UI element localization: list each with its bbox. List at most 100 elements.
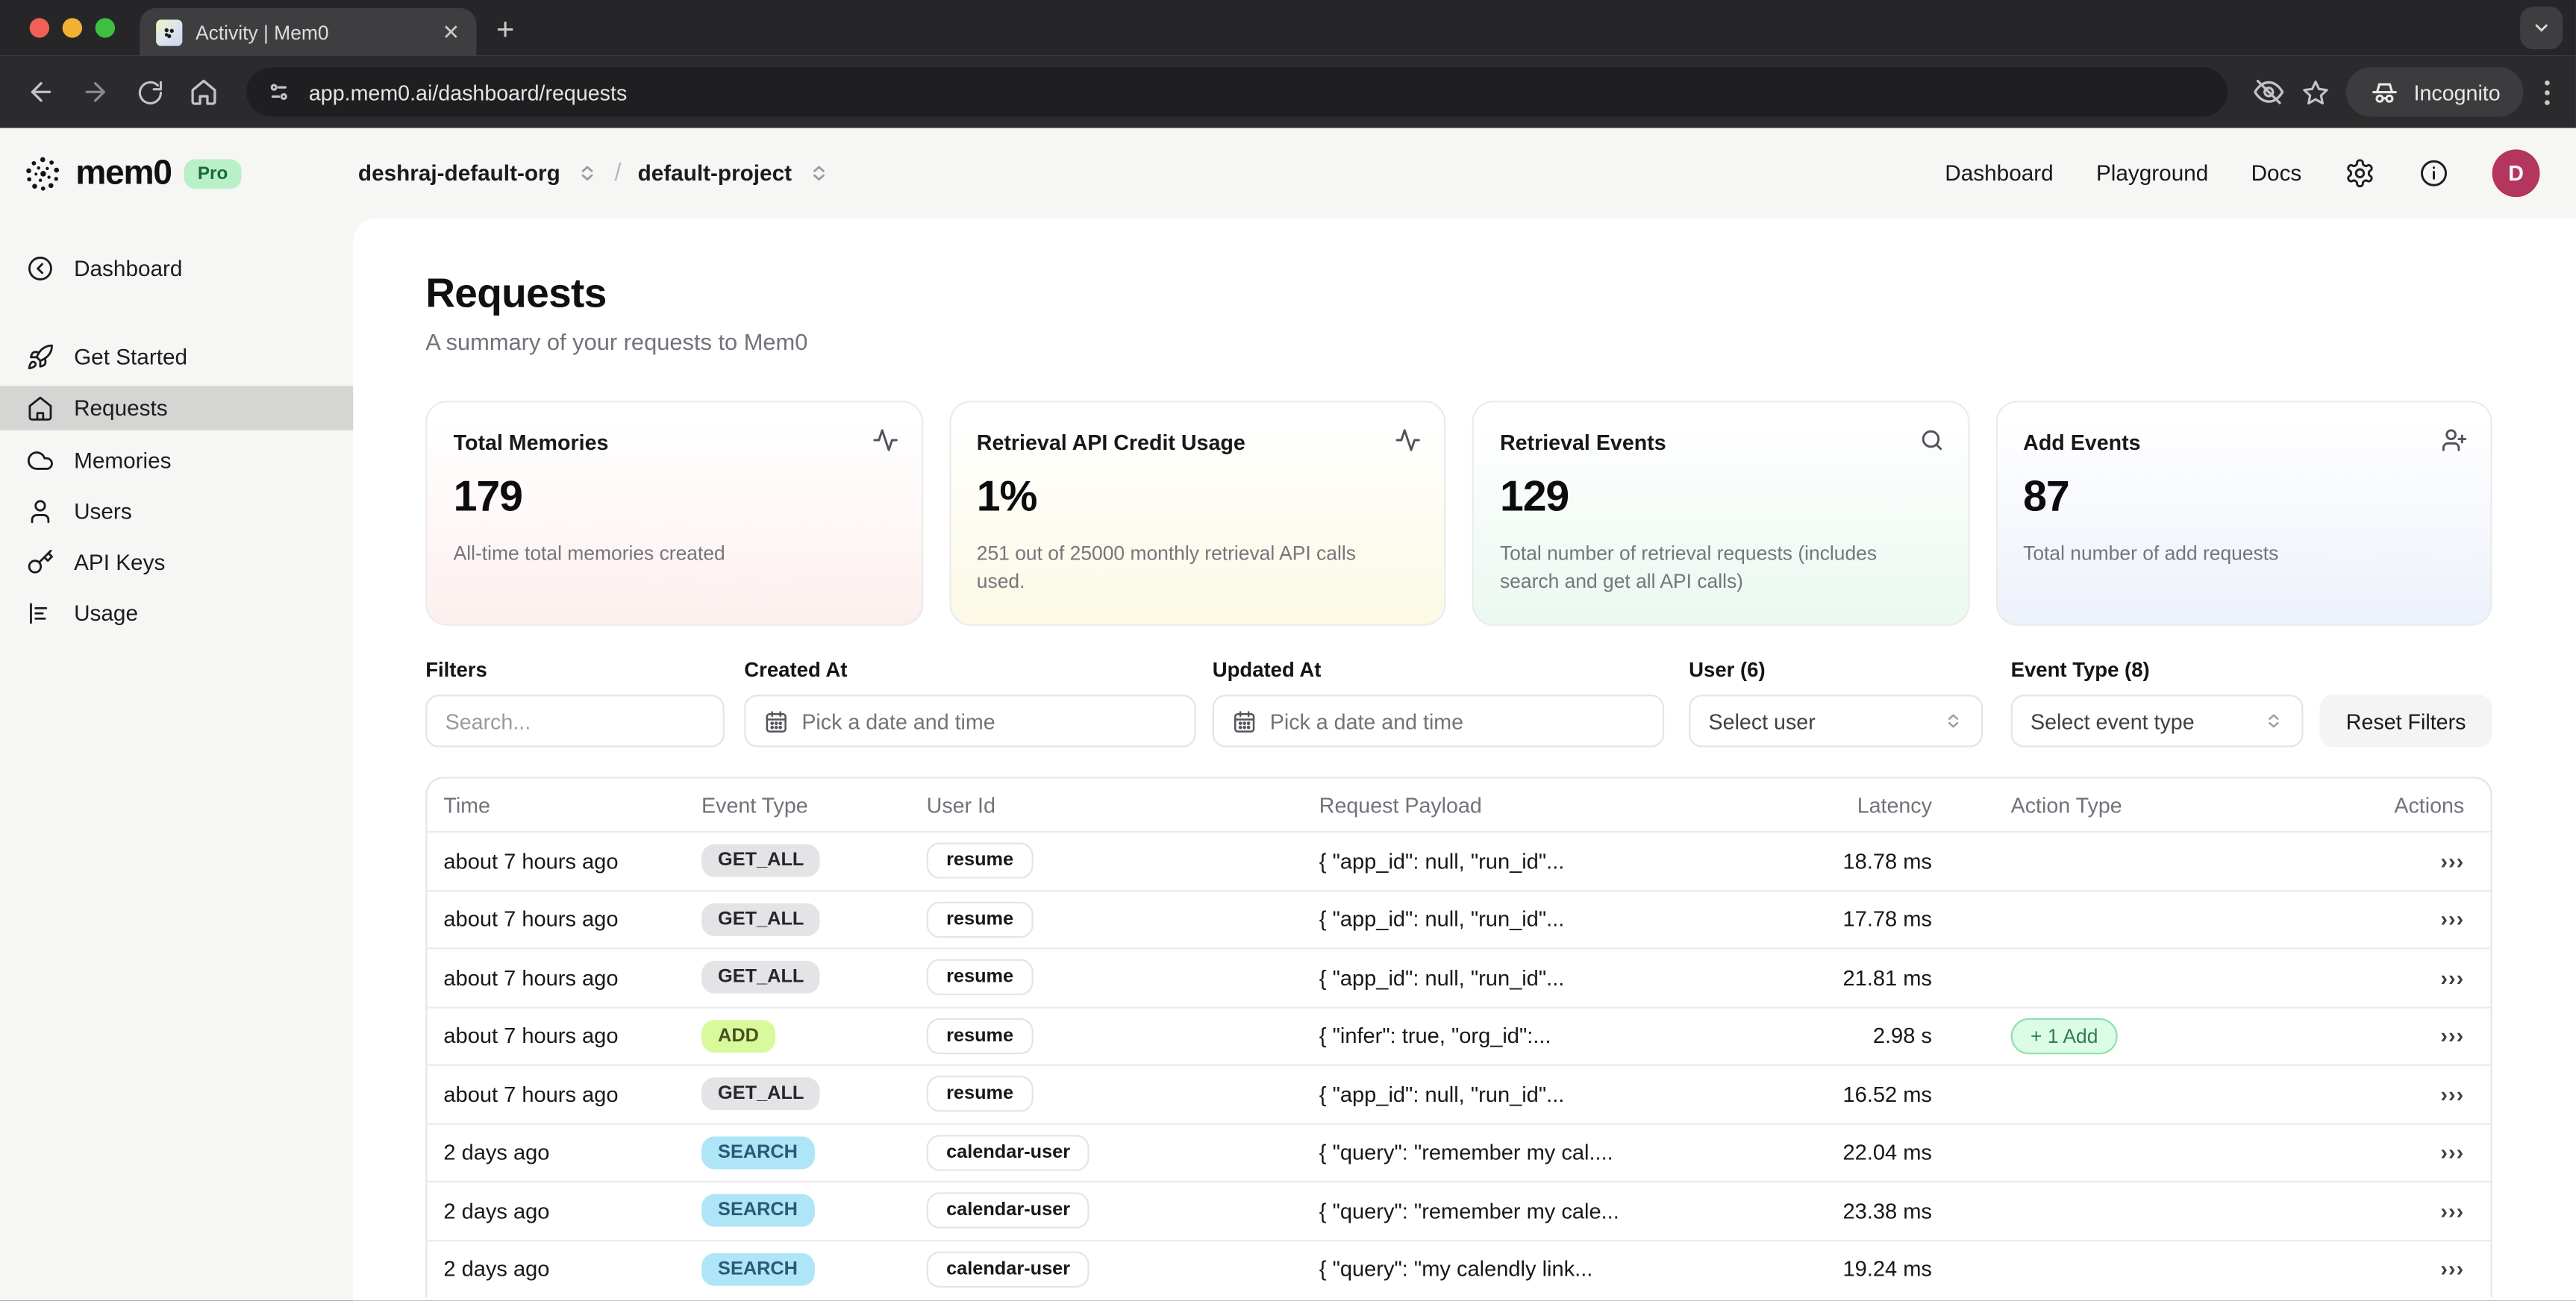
tab-close-icon[interactable]: ✕: [442, 19, 460, 45]
activity-icon: [872, 429, 897, 451]
row-more-actions-button[interactable]: ›››: [2440, 1256, 2465, 1282]
eye-off-icon[interactable]: [2253, 75, 2286, 108]
event-type-badge: SEARCH: [701, 1194, 814, 1228]
tab-search-button[interactable]: [2520, 6, 2563, 50]
stat-title: Add Events: [2023, 430, 2141, 455]
bookmark-star-icon[interactable]: [2301, 76, 2332, 107]
search-input[interactable]: [445, 708, 705, 733]
event-type-filter-label: Event Type (8): [2010, 658, 2150, 682]
row-more-actions-button[interactable]: ›››: [2440, 1198, 2465, 1223]
chevrons-up-down-icon: [1948, 714, 1959, 728]
row-more-actions-button[interactable]: ›››: [2440, 1140, 2465, 1165]
sidebar: Dashboard Get Started Requests Memories …: [0, 219, 354, 1301]
row-action-type: + 1 Add: [1932, 1018, 2326, 1054]
user-select-value: Select user: [1708, 708, 1816, 733]
sidebar-item-get-started[interactable]: Get Started: [0, 335, 353, 377]
row-more-actions-button[interactable]: ›››: [2440, 848, 2465, 874]
stat-title: Retrieval API Credit Usage: [976, 430, 1245, 455]
reset-filters-button[interactable]: Reset Filters: [2319, 695, 2492, 747]
event-type-select[interactable]: Select event type: [2010, 695, 2304, 747]
home-button[interactable]: [182, 71, 225, 113]
reload-button[interactable]: [128, 71, 171, 113]
event-type-badge: GET_ALL: [701, 903, 821, 936]
stat-card-add-events: Add Events 87 Total number of add reques…: [1995, 401, 2492, 626]
row-user-id: resume: [926, 901, 1319, 938]
url-text[interactable]: app.mem0.ai/dashboard/requests: [308, 79, 628, 104]
nav-playground[interactable]: Playground: [2095, 160, 2209, 186]
nav-dashboard[interactable]: Dashboard: [1945, 160, 2054, 186]
col-actions: Actions: [2394, 792, 2465, 818]
table-row[interactable]: 2 days ago SEARCH calendar-user { "query…: [427, 1122, 2491, 1181]
col-time: Time: [443, 792, 490, 818]
row-more-actions-button[interactable]: ›››: [2440, 1082, 2465, 1107]
page-subtitle: A summary of your requests to Mem0: [425, 328, 808, 355]
event-type-badge: GET_ALL: [701, 961, 821, 994]
sidebar-item-dashboard-back[interactable]: Dashboard: [0, 246, 353, 289]
project-selector-label[interactable]: default-project: [637, 160, 793, 186]
browser-menu-button[interactable]: [2545, 79, 2550, 104]
breadcrumb: deshraj-default-org / default-project: [358, 160, 830, 187]
row-time: 2 days ago: [443, 1140, 550, 1165]
sidebar-item-memories[interactable]: Memories: [0, 439, 353, 481]
org-selector-chevrons-icon[interactable]: [577, 163, 598, 184]
row-event-type: GET_ALL: [701, 961, 927, 994]
brand[interactable]: mem0 Pro: [23, 154, 241, 193]
sidebar-item-users[interactable]: Users: [0, 489, 353, 532]
updated-at-picker[interactable]: Pick a date and time: [1212, 695, 1665, 747]
user-id-badge: calendar-user: [926, 1192, 1090, 1229]
org-selector-label[interactable]: deshraj-default-org: [357, 160, 560, 186]
row-time: 2 days ago: [443, 1256, 550, 1282]
plan-badge: Pro: [184, 158, 241, 189]
table-row[interactable]: about 7 hours ago GET_ALL resume { "app_…: [427, 889, 2491, 947]
table-row[interactable]: about 7 hours ago GET_ALL resume { "app_…: [427, 947, 2491, 1006]
minimize-window-button[interactable]: [62, 18, 83, 38]
row-request-payload: { "query": "remember my cal....: [1319, 1140, 1613, 1165]
sidebar-item-requests[interactable]: Requests: [0, 386, 354, 430]
forward-button[interactable]: [74, 71, 116, 113]
table-row[interactable]: 2 days ago SEARCH calendar-user { "query…: [427, 1239, 2491, 1297]
row-time: about 7 hours ago: [443, 848, 619, 874]
sidebar-item-label: Requests: [74, 395, 168, 421]
site-controls-icon[interactable]: [266, 79, 293, 105]
user-avatar[interactable]: D: [2492, 149, 2540, 198]
brand-wordmark: mem0: [75, 153, 172, 192]
info-icon[interactable]: [2419, 157, 2450, 189]
stat-value: 1%: [976, 471, 1038, 521]
add-count-badge: + 1 Add: [2010, 1018, 2118, 1054]
url-bar[interactable]: app.mem0.ai/dashboard/requests: [246, 67, 2228, 117]
app-header-right: Dashboard Playground Docs D: [1945, 149, 2540, 198]
new-tab-button[interactable]: +: [495, 13, 515, 48]
filter-user-group: User (6) Select user: [1689, 659, 1983, 747]
sidebar-item-usage[interactable]: Usage: [0, 592, 353, 634]
row-more-actions-button[interactable]: ›››: [2440, 965, 2465, 990]
row-user-id: resume: [926, 1076, 1319, 1112]
nav-docs[interactable]: Docs: [2251, 160, 2302, 186]
project-selector-chevrons-icon[interactable]: [808, 163, 830, 184]
window-controls[interactable]: [29, 18, 116, 38]
back-button[interactable]: [19, 71, 62, 113]
stat-value: 129: [1499, 471, 1569, 521]
user-id-badge: resume: [926, 842, 1034, 880]
user-id-badge: resume: [926, 1018, 1034, 1054]
filters-label: Filters: [425, 658, 487, 682]
table-row[interactable]: about 7 hours ago ADD resume { "infer": …: [427, 1006, 2491, 1064]
zoom-window-button[interactable]: [95, 18, 116, 38]
browser-tab[interactable]: Activity | Mem0 ✕: [140, 8, 477, 56]
stat-card-credit-usage: Retrieval API Credit Usage 1% 251 out of…: [948, 401, 1446, 626]
sidebar-item-api-keys[interactable]: API Keys: [0, 540, 353, 583]
user-id-badge: resume: [926, 959, 1034, 996]
search-box[interactable]: [425, 695, 725, 747]
row-more-actions-button[interactable]: ›››: [2440, 1023, 2465, 1049]
row-more-actions-button[interactable]: ›››: [2440, 906, 2465, 932]
updated-at-label: Updated At: [1212, 658, 1322, 682]
close-window-button[interactable]: [29, 18, 50, 38]
row-latency: 16.52 ms: [1842, 1082, 1932, 1107]
row-latency: 19.24 ms: [1842, 1256, 1932, 1282]
table-row[interactable]: 2 days ago SEARCH calendar-user { "query…: [427, 1180, 2491, 1239]
table-row[interactable]: about 7 hours ago GET_ALL resume { "app_…: [427, 830, 2491, 889]
user-select[interactable]: Select user: [1689, 695, 1983, 747]
created-at-picker[interactable]: Pick a date and time: [744, 695, 1196, 747]
table-row[interactable]: about 7 hours ago GET_ALL resume { "app_…: [427, 1064, 2491, 1123]
settings-gear-icon[interactable]: [2345, 157, 2376, 189]
